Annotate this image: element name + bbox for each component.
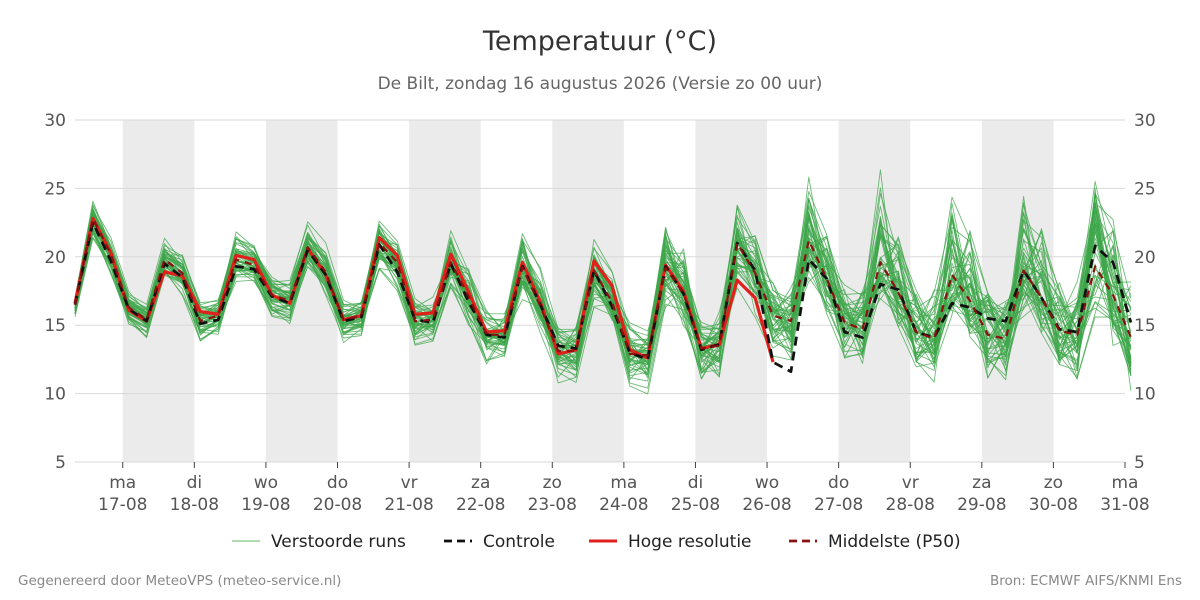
perturbed-run-50 xyxy=(74,195,1132,389)
perturbed-run-28 xyxy=(74,220,1132,373)
x-tick-date-5: 22-08 xyxy=(456,495,505,515)
y-tick-left-15: 15 xyxy=(44,316,66,336)
y-axis-right: 5 10 15 20 25 30 xyxy=(1134,111,1156,473)
x-tick-day-11: vr xyxy=(902,473,919,493)
x-tick-day-5: za xyxy=(471,473,490,493)
x-tick-date-7: 24-08 xyxy=(599,495,648,515)
x-tick-day-9: wo xyxy=(755,473,779,493)
x-tick-day-4: vr xyxy=(401,473,418,493)
legend-label-2: Controle xyxy=(483,532,555,552)
y-tick-right-25: 25 xyxy=(1134,179,1156,199)
legend-label-4: Middelste (P50) xyxy=(828,532,961,552)
x-tick-date-8: 25-08 xyxy=(671,495,720,515)
perturbed-run-48 xyxy=(74,220,1131,379)
x-tick-date-14: 31-08 xyxy=(1100,495,1149,515)
series-middelste-p50 xyxy=(73,217,1132,357)
y-tick-right-10: 10 xyxy=(1134,385,1156,405)
x-tick-date-10: 27-08 xyxy=(814,495,863,515)
y-tick-left-20: 20 xyxy=(44,248,66,268)
legend-label-3: Hoge resolutie xyxy=(628,532,752,552)
legend-label-1: Verstoorde runs xyxy=(271,532,406,552)
footer-generated-by: Gegenereerd door MeteoVPS (meteo-service… xyxy=(18,573,341,589)
y-tick-right-15: 15 xyxy=(1134,316,1156,336)
x-tick-date-6: 23-08 xyxy=(528,495,577,515)
legend: Verstoorde runs Controle Hoge resolutie Mid… xyxy=(232,532,961,552)
perturbed-run-30 xyxy=(74,191,1132,363)
x-tick-date-3: 20-08 xyxy=(313,495,362,515)
x-tick-date-4: 21-08 xyxy=(384,495,433,515)
x-tick-day-1: di xyxy=(187,473,203,493)
x-tick-day-6: zo xyxy=(543,473,562,493)
y-tick-left-30: 30 xyxy=(44,111,66,131)
x-tick-date-0: 17-08 xyxy=(98,495,147,515)
y-axis-left: 5 10 15 20 25 30 xyxy=(44,111,66,473)
x-tick-date-2: 19-08 xyxy=(241,495,290,515)
x-tick-day-14: ma xyxy=(1112,473,1139,493)
x-tick-day-0: ma xyxy=(109,473,136,493)
chart-subtitle: De Bilt, zondag 16 augustus 2026 (Versie… xyxy=(378,74,823,94)
x-tick-date-13: 30-08 xyxy=(1029,495,1078,515)
y-tick-left-5: 5 xyxy=(55,453,66,473)
x-tick-day-13: zo xyxy=(1044,473,1063,493)
x-tick-day-2: wo xyxy=(254,473,278,493)
x-tick-date-12: 29-08 xyxy=(957,495,1006,515)
perturbed-run-49 xyxy=(74,198,1132,369)
y-tick-left-25: 25 xyxy=(44,179,66,199)
footer-source: Bron: ECMWF AIFS/KNMI Ens xyxy=(990,573,1182,589)
x-tick-day-8: di xyxy=(688,473,704,493)
perturbed-run-33 xyxy=(74,205,1132,377)
perturbed-run-47 xyxy=(74,187,1132,371)
x-tick-date-9: 26-08 xyxy=(742,495,791,515)
y-tick-right-5: 5 xyxy=(1134,453,1145,473)
x-tick-date-11: 28-08 xyxy=(886,495,935,515)
series-controle xyxy=(73,221,1133,374)
x-tick-date-1: 18-08 xyxy=(170,495,219,515)
x-tick-day-12: za xyxy=(972,473,991,493)
x-axis: ma17-08di18-08wo19-08do20-08vr21-08za22-… xyxy=(98,462,1150,515)
chart-title: Temperatuur (°C) xyxy=(482,26,717,57)
x-tick-day-10: do xyxy=(828,473,849,493)
x-tick-day-7: ma xyxy=(610,473,637,493)
perturbed-run-44 xyxy=(74,202,1132,373)
main-series xyxy=(73,216,1133,374)
y-tick-left-10: 10 xyxy=(44,385,66,405)
y-tick-right-20: 20 xyxy=(1134,248,1156,268)
y-tick-right-30: 30 xyxy=(1134,111,1156,131)
x-tick-day-3: do xyxy=(327,473,348,493)
perturbed-run-13 xyxy=(74,220,1132,395)
